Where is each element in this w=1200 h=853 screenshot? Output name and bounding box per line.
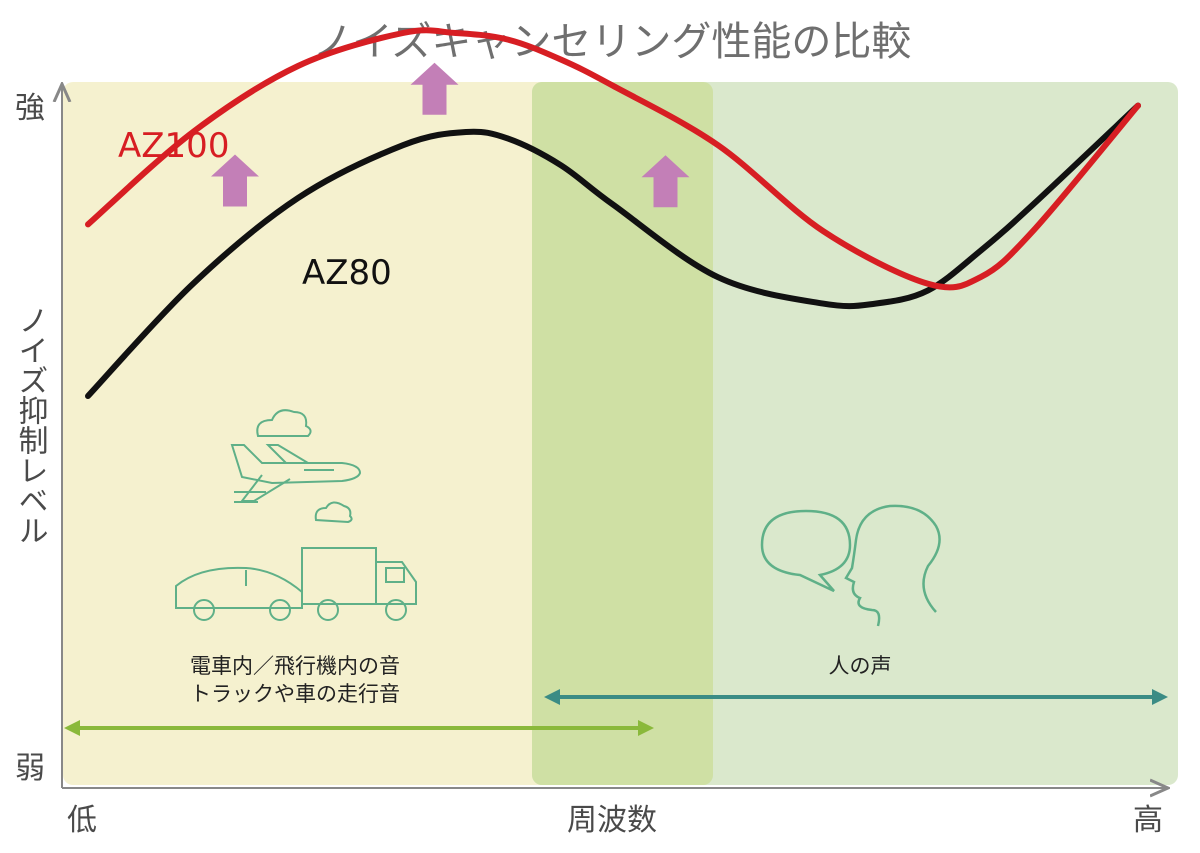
- airplane-icon: [230, 444, 362, 503]
- improvement-arrow-3: [641, 155, 690, 208]
- x-tick-low: 低: [67, 803, 97, 838]
- band-overlap: [532, 82, 713, 785]
- cloud-icon: [256, 409, 312, 437]
- series-line-az80: [85, 102, 1141, 399]
- series-label-az80: AZ80: [302, 253, 392, 293]
- band-caption-line1: 電車内／飛行機内の音: [190, 654, 400, 678]
- x-axis-label: 周波数: [567, 803, 657, 838]
- y-tick-low: 弱: [15, 751, 45, 786]
- series-line-az100: [85, 27, 1141, 291]
- car-icon: [175, 566, 303, 621]
- person-talking-icon: [844, 504, 941, 627]
- x-tick-high: 高: [1133, 803, 1163, 838]
- truck-icon: [301, 547, 417, 621]
- chart-title: ノイズキャンセリング性能の比較: [313, 19, 912, 65]
- series-label-az100: AZ100: [118, 126, 229, 166]
- cloud-small-icon: [314, 501, 353, 524]
- y-tick-high: 強: [15, 91, 45, 126]
- speech-bubble-icon: [760, 509, 852, 593]
- improvement-arrow-1: [211, 154, 259, 207]
- y-axis-label: ノイズ抑制レベル: [13, 305, 48, 545]
- band-caption-line2: トラックや車の走行音: [190, 682, 400, 706]
- improvement-arrow-2: [410, 62, 459, 115]
- voice-caption: 人の声: [829, 654, 892, 678]
